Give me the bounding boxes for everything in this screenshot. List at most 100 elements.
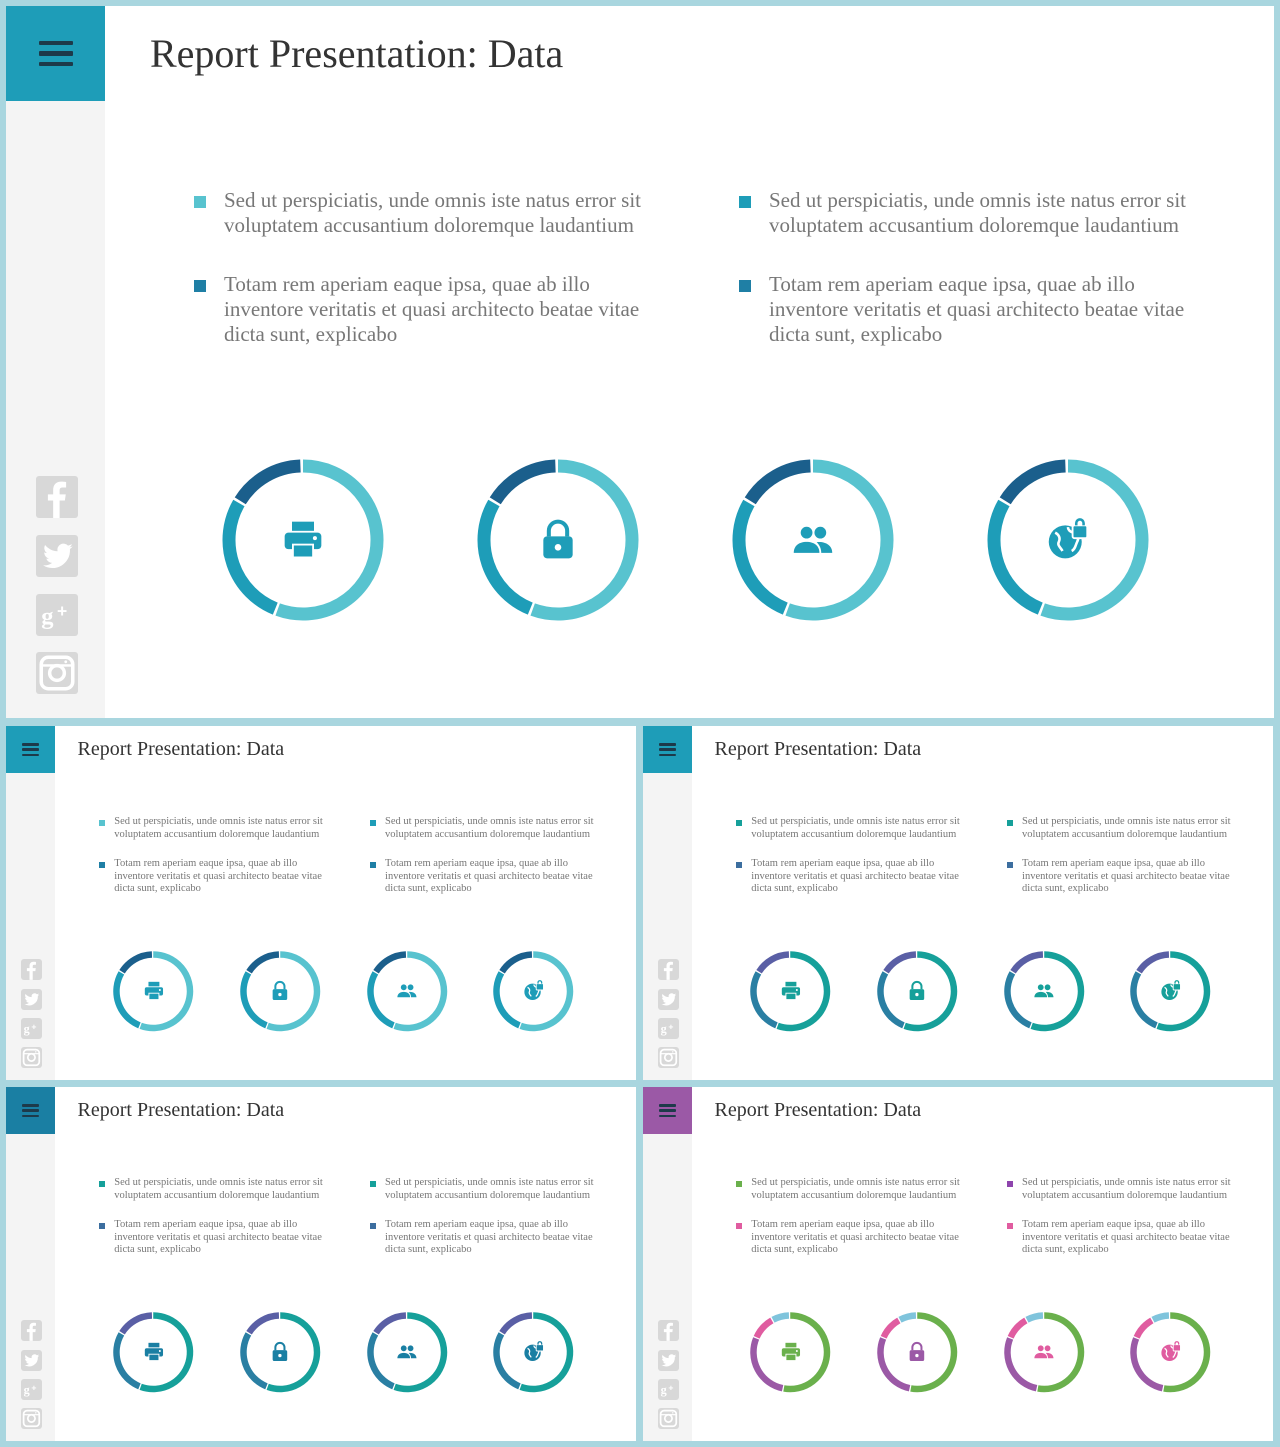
twitter-icon[interactable]	[657, 1349, 679, 1371]
bullet-text: Totam rem aperiam eaque ipsa, quae ab il…	[385, 858, 593, 895]
slide-3[interactable]: Report Presentation: Data Sed ut perspici…	[643, 726, 1273, 1080]
donut-segment	[119, 1312, 153, 1335]
twitter-icon[interactable]	[36, 534, 78, 577]
bullet-square-icon	[736, 1223, 743, 1230]
donut-segment	[910, 1312, 958, 1393]
slide-2[interactable]: Report Presentation: Data Sed ut perspici…	[6, 726, 636, 1080]
instagram-icon[interactable]	[657, 1408, 679, 1429]
twitter-icon[interactable]	[20, 1349, 42, 1371]
donut-chart	[477, 459, 639, 621]
google-plus-icon[interactable]: g +	[657, 1378, 679, 1400]
donut-segment	[756, 951, 790, 974]
menu-button[interactable]	[6, 1087, 56, 1135]
donut-segment	[240, 971, 268, 1029]
social-links: g +	[36, 476, 78, 711]
slide-4[interactable]: Report Presentation: Data Sed ut perspici…	[6, 1087, 636, 1441]
donut-segment	[987, 499, 1043, 615]
globe-lock-icon	[1048, 518, 1089, 559]
printer-icon	[144, 982, 163, 1001]
donut-chart	[113, 1312, 194, 1393]
slide-1[interactable]: Report Presentation: Data Sed ut perspici…	[6, 6, 1274, 718]
donut-segment	[266, 1312, 321, 1393]
bullet-square-icon	[99, 1181, 106, 1188]
svg-text:+: +	[31, 1021, 36, 1031]
bullet-square-icon	[1007, 1223, 1014, 1230]
bullet-list: Sed ut perspiciatis, unde omnis iste nat…	[194, 188, 1204, 347]
bullet-square-icon	[370, 1181, 377, 1188]
slide-5[interactable]: Report Presentation: Data Sed ut perspici…	[643, 1087, 1273, 1441]
facebook-icon[interactable]	[20, 959, 42, 981]
bullet-item: Sed ut perspiciatis, unde omnis iste nat…	[736, 1177, 967, 1202]
donut-chart	[732, 459, 894, 621]
slide-title: Report Presentation: Data	[714, 1098, 922, 1121]
donut-segment	[776, 951, 831, 1032]
donut-segment	[999, 459, 1066, 505]
donut-segment	[113, 971, 142, 1029]
bullet-square-icon	[370, 862, 377, 869]
printer-icon	[781, 1343, 800, 1362]
facebook-icon[interactable]	[657, 1320, 679, 1342]
svg-text:g: g	[660, 1383, 666, 1397]
globe-lock-icon	[524, 1341, 544, 1362]
bullet-text: Sed ut perspiciatis, unde omnis iste nat…	[751, 816, 960, 840]
twitter-icon[interactable]	[657, 988, 679, 1010]
donut-segment	[1163, 1312, 1211, 1393]
bullet-item: Sed ut perspiciatis, unde omnis iste nat…	[1007, 816, 1238, 841]
hamburger-icon	[22, 743, 40, 756]
bullet-text: Totam rem aperiam eaque ipsa, quae ab il…	[751, 858, 959, 895]
twitter-icon[interactable]	[20, 988, 42, 1010]
bullet-square-icon	[99, 820, 106, 827]
bullet-list: Sed ut perspiciatis, unde omnis iste nat…	[736, 816, 1238, 895]
donut-segment	[1156, 951, 1211, 1032]
donut-segment	[1003, 1337, 1038, 1392]
bullet-square-icon	[736, 862, 743, 869]
svg-text:+: +	[668, 1021, 673, 1031]
bullet-text: Sed ut perspiciatis, unde omnis iste nat…	[385, 1177, 594, 1201]
donut-chart	[987, 459, 1149, 621]
instagram-icon[interactable]	[20, 1047, 42, 1068]
facebook-icon[interactable]	[657, 959, 679, 981]
donut-segment	[783, 1312, 831, 1393]
instagram-icon[interactable]	[20, 1408, 42, 1429]
facebook-icon[interactable]	[36, 476, 78, 518]
svg-text:g: g	[41, 602, 54, 629]
menu-button[interactable]	[6, 6, 105, 101]
lock-icon	[272, 1342, 288, 1362]
lock-icon	[909, 981, 925, 1001]
donut-segment	[1025, 1312, 1043, 1323]
facebook-icon[interactable]	[20, 1320, 42, 1342]
bullet-square-icon	[370, 820, 377, 827]
bullet-item: Totam rem aperiam eaque ipsa, quae ab il…	[736, 858, 967, 896]
google-plus-icon[interactable]: g +	[657, 1017, 679, 1039]
slide-title: Report Presentation: Data	[714, 737, 922, 760]
bullet-square-icon	[1007, 820, 1014, 827]
donut-segment	[499, 1312, 533, 1335]
bullet-item: Sed ut perspiciatis, unde omnis iste nat…	[370, 1177, 601, 1202]
donut-segment	[898, 1312, 917, 1323]
menu-button[interactable]	[6, 726, 56, 774]
donut-segment	[477, 499, 533, 615]
bullet-text: Sed ut perspiciatis, unde omnis iste nat…	[751, 1177, 960, 1201]
google-plus-icon[interactable]: g +	[20, 1017, 42, 1039]
donut-segment	[744, 459, 811, 505]
donut-segment	[903, 951, 958, 1032]
donut-segment	[1030, 951, 1084, 1032]
donut-segment	[530, 459, 639, 621]
instagram-icon[interactable]	[36, 652, 78, 695]
donut-segment	[246, 1312, 280, 1335]
menu-button[interactable]	[643, 1087, 693, 1135]
donut-segment	[1151, 1312, 1170, 1323]
donut-segment	[1136, 951, 1170, 974]
donut-segment	[393, 1312, 447, 1393]
donut-segment	[519, 1312, 574, 1393]
google-plus-icon[interactable]: g +	[36, 593, 78, 636]
google-plus-icon[interactable]: g +	[20, 1378, 42, 1400]
instagram-icon[interactable]	[657, 1047, 679, 1068]
printer-icon	[144, 1343, 163, 1362]
bullet-item: Sed ut perspiciatis, unde omnis iste nat…	[370, 816, 601, 841]
bullet-item: Totam rem aperiam eaque ipsa, quae ab il…	[1007, 858, 1238, 896]
bullet-list: Sed ut perspiciatis, unde omnis iste nat…	[736, 1177, 1238, 1256]
menu-button[interactable]	[643, 726, 693, 774]
group-icon	[397, 984, 417, 998]
donut-segment	[880, 1317, 901, 1339]
